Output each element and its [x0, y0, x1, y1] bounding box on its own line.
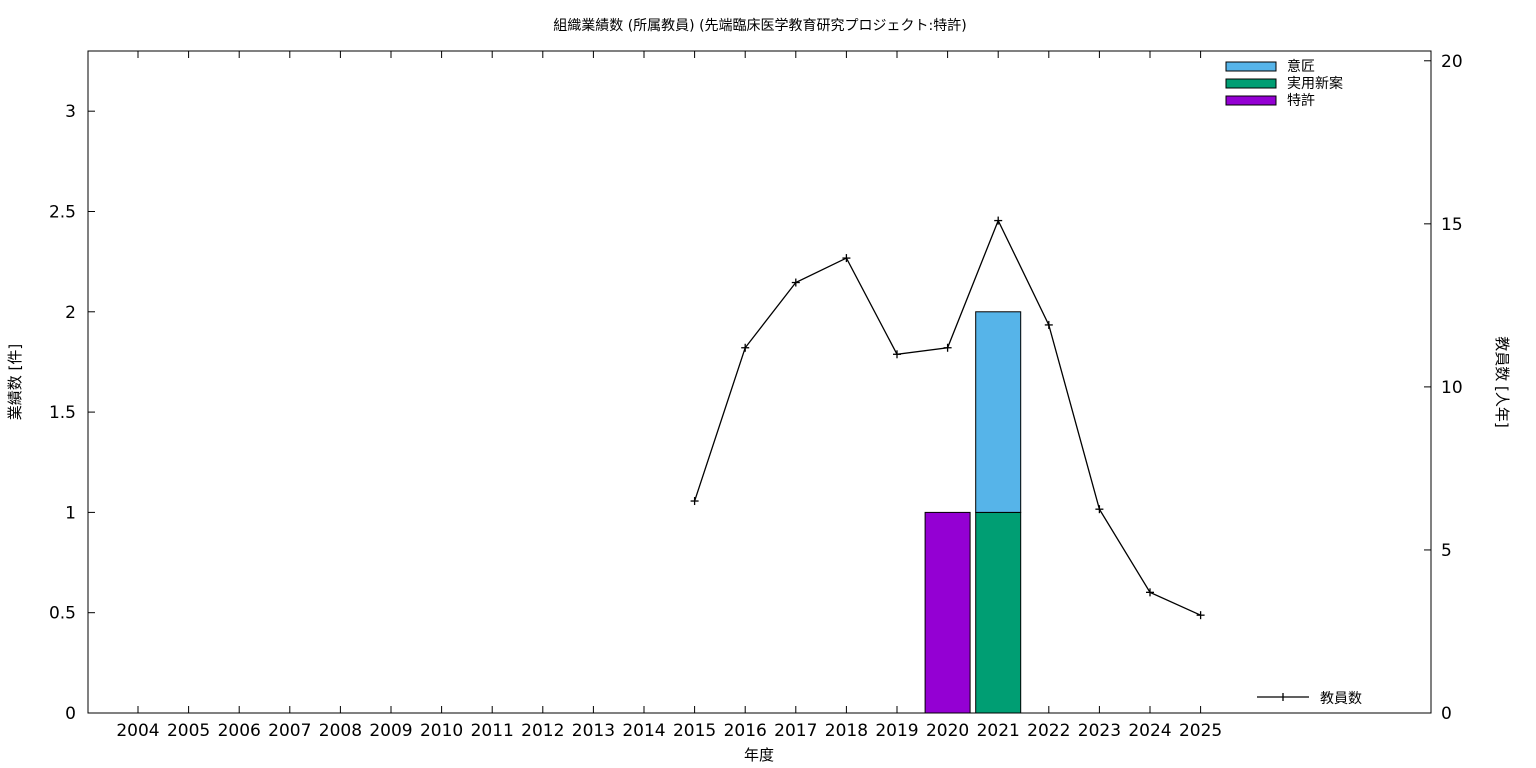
line-point — [994, 216, 1003, 225]
x-tick-label: 2005 — [167, 721, 210, 741]
y2-tick-label: 5 — [1441, 541, 1452, 561]
x-tick-label: 2025 — [1179, 721, 1222, 741]
legend-label: 特許 — [1287, 93, 1315, 109]
x-tick-label: 2021 — [977, 721, 1020, 741]
legend-swatch — [1225, 61, 1277, 72]
x-tick-label: 2022 — [1027, 721, 1070, 741]
x-tick-label: 2013 — [572, 721, 615, 741]
y2-tick-label: 0 — [1441, 704, 1452, 724]
y-tick-label: 2 — [65, 303, 76, 323]
y-axis-label: 業績数 [件] — [6, 344, 24, 420]
y2-axis-label: 教員数 [人年] — [1493, 336, 1511, 427]
y-tick-label: 0 — [65, 704, 76, 724]
line-point — [1146, 588, 1154, 597]
line-point — [791, 278, 800, 287]
x-tick-label: 2019 — [875, 721, 918, 741]
legend-swatch — [1225, 78, 1277, 89]
x-tick-label: 2014 — [622, 721, 665, 741]
bar — [924, 511, 971, 714]
y-tick-label: 1.5 — [49, 403, 76, 423]
x-tick-label: 2010 — [420, 721, 463, 741]
legend-line-label: 教員数 — [1320, 691, 1362, 707]
plot-frame — [87, 50, 1432, 714]
y-tick-label: 1 — [65, 503, 76, 523]
x-tick-label: 2007 — [268, 721, 311, 741]
line-point — [1196, 611, 1205, 620]
line-point — [943, 343, 952, 352]
x-tick-label: 2006 — [218, 721, 261, 741]
x-axis-label: 年度 — [744, 746, 774, 764]
x-tick-label: 2017 — [774, 721, 817, 741]
y2-tick-label: 10 — [1441, 378, 1463, 398]
x-tick-label: 2009 — [369, 721, 412, 741]
y2-tick-label: 20 — [1441, 52, 1463, 72]
x-tick-label: 2015 — [673, 721, 716, 741]
line-layer — [690, 216, 1205, 620]
line-point — [842, 254, 851, 263]
line-point — [893, 350, 901, 359]
x-tick-label: 2012 — [521, 721, 564, 741]
line-point — [690, 497, 699, 506]
x-tick-label: 2023 — [1078, 721, 1121, 741]
x-tick-label: 2008 — [319, 721, 362, 741]
x-tick-label: 2020 — [926, 721, 969, 741]
x-tick-label: 2016 — [724, 721, 767, 741]
y-tick-label: 3 — [65, 102, 76, 122]
legend-swatch — [1225, 95, 1277, 106]
line-point — [1095, 505, 1104, 514]
legend-label: 実用新案 — [1287, 75, 1343, 92]
chart-title: 組織業績数 (所属教員) (先端臨床医学教育研究プロジェクト:特許) — [553, 18, 966, 34]
y-tick-label: 2.5 — [49, 202, 76, 222]
line-point — [741, 343, 750, 352]
bar — [975, 311, 1022, 513]
x-tick-label: 2018 — [825, 721, 868, 741]
bar — [975, 511, 1022, 714]
bars-layer — [924, 311, 1022, 714]
legend-label: 意匠 — [1287, 58, 1315, 75]
x-tick-label: 2004 — [116, 721, 159, 741]
y-tick-label: 0.5 — [49, 604, 76, 624]
ticks-layer: 2004 2005 2006 2007 2008 2009 2010 2011 2012 2013… — [49, 51, 1463, 741]
x-tick-label: 2011 — [471, 721, 514, 741]
line-point — [1044, 320, 1053, 329]
x-tick-label: 2024 — [1128, 721, 1171, 741]
y2-tick-label: 15 — [1441, 215, 1463, 235]
